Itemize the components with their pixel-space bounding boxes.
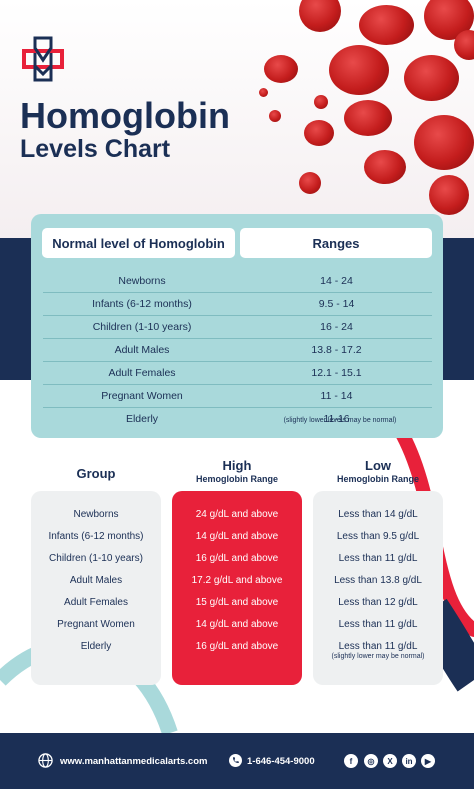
range-cell: 12.1 - 15.1 [311,367,362,379]
low-header-sub: Hemoglobin Range [336,474,419,484]
group-cell: Newborns [73,508,119,520]
group-cell: Pregnant Women [57,618,135,630]
group-cell: Adult Females [64,596,128,608]
group-cell: Children (1-10 years) [92,321,192,333]
low-range-cell: Less than 14 g/dL [338,508,418,520]
range-cell: 16 - 24 [320,321,353,333]
x-icon[interactable]: X [383,754,397,768]
linkedin-icon[interactable]: in [402,754,416,768]
table-row: Adult Females 12.1 - 15.1 [43,362,432,385]
high-range-cell: 14 g/dL and above [195,530,279,542]
low-range-cell: Less than 13.8 g/dL [334,574,422,586]
facebook-icon[interactable]: f [344,754,358,768]
group-cell: Newborns [118,275,166,287]
group-header: Group [76,466,116,481]
youtube-icon[interactable]: ▶ [421,754,435,768]
range-cell: 9.5 - 14 [318,298,355,310]
table-row: Children (1-10 years) 16 - 24 [43,316,432,339]
group-cell: Elderly [125,413,159,425]
low-range-cell: Less than 11 g/dL [338,618,418,630]
group-column: Newborns Infants (6-12 months) Children … [31,491,161,685]
instagram-icon[interactable]: ◎ [364,754,378,768]
table-row: Pregnant Women 11 - 14 [43,385,432,408]
ranges-header: Ranges [240,228,432,258]
low-range-cell: Less than 11 g/dL [338,640,418,652]
phone-icon [229,754,242,767]
high-header: High [222,458,252,473]
page-title: Homoglobin [20,95,230,136]
elderly-note: (slightly lower levels may be normal) [283,417,397,424]
group-cell: Adult Males [114,344,170,356]
group-cell: Infants (6-12 months) [48,530,144,542]
group-cell: Adult Males [69,574,123,586]
normal-levels-table: Newborns 14 - 24 Infants (6-12 months) 9.5… [43,270,432,430]
high-range-cell: 16 g/dL and above [195,552,279,564]
globe-icon [38,753,53,768]
high-range-cell: 16 g/dL and above [195,640,279,652]
range-cell: 11 - 14 [320,390,353,402]
page-subtitle: Levels Chart [20,135,171,163]
table-row: Newborns 14 - 24 [43,270,432,293]
range-cell: 14 - 24 [320,275,353,287]
group-cell: Infants (6-12 months) [92,298,192,310]
blood-cells-image [244,0,474,240]
high-range-cell: 17.2 g/dL and above [191,574,283,586]
low-range-cell: Less than 9.5 g/dL [336,530,420,542]
high-range-cell: 15 g/dL and above [195,596,279,608]
normal-level-header: Normal level of Homoglobin [42,228,235,258]
low-range-column: Less than 14 g/dL Less than 9.5 g/dL Les… [313,491,443,685]
group-cell: Children (1-10 years) [49,552,143,564]
table-row: Elderly 11-16 [43,408,432,430]
range-cell: 13.8 - 17.2 [311,344,362,356]
low-header: Low [365,458,391,473]
phone-link[interactable]: 1-646-454-9000 [247,756,315,767]
high-header-sub: Hemoglobin Range [195,474,278,484]
high-range-cell: 14 g/dL and above [195,618,279,630]
table-row: Infants (6-12 months) 9.5 - 14 [43,293,432,316]
group-cell: Adult Females [108,367,176,379]
table-row: Adult Males 13.8 - 17.2 [43,339,432,362]
high-range-column: 24 g/dL and above 14 g/dL and above 16 g… [172,491,302,685]
low-note: (slightly lower may be normal) [331,653,425,660]
website-link[interactable]: www.manhattanmedicalarts.com [60,756,208,767]
low-range-cell: Less than 12 g/dL [338,596,418,608]
group-cell: Elderly [80,640,112,652]
high-range-cell: 24 g/dL and above [195,508,279,520]
range-cell: 11-16 [323,413,350,425]
logo-icon [22,36,64,82]
low-range-cell: Less than 11 g/dL [338,552,418,564]
group-cell: Pregnant Women [101,390,183,402]
